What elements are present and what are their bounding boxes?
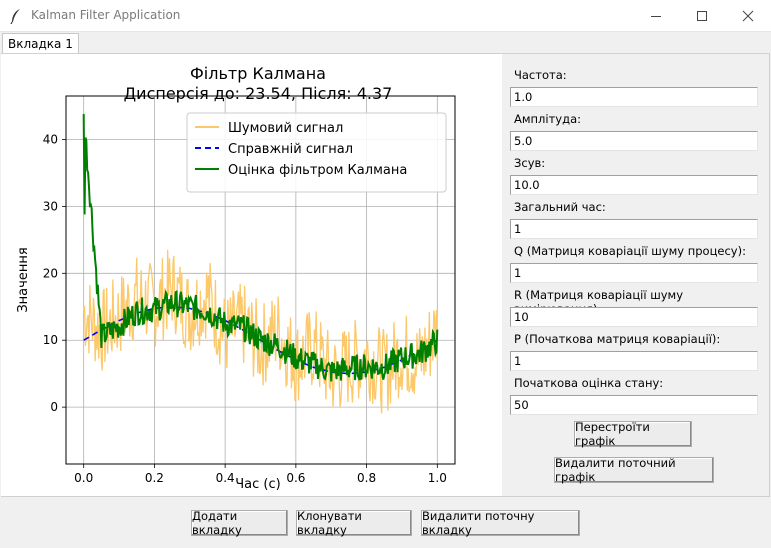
title-bar: Kalman Filter Application bbox=[0, 0, 771, 32]
close-icon bbox=[742, 10, 754, 22]
minimize-button[interactable] bbox=[633, 0, 679, 32]
x-tick-label: 0.0 bbox=[74, 471, 93, 485]
minimize-icon bbox=[651, 16, 661, 17]
kalman-chart: 0.0 0.2 0.4 0.6 0.8 1.0 0 10 20 30 40 Фільтр Калма… bbox=[16, 64, 456, 492]
initial-state-field[interactable]: 50 bbox=[510, 395, 758, 415]
y-tick-label: 20 bbox=[43, 266, 58, 280]
q-matrix-field[interactable]: 1 bbox=[510, 263, 758, 283]
legend-label: Оцінка фільтром Калмана bbox=[228, 163, 407, 178]
p-matrix-label: P (Початкова матриця коваріації): bbox=[514, 332, 721, 346]
feather-icon bbox=[10, 9, 20, 24]
maximize-icon bbox=[697, 11, 707, 21]
amplitude-label: Амплітуда: bbox=[514, 112, 581, 126]
x-axis-label: Час (с) bbox=[235, 477, 280, 492]
chart-title-line1: Фільтр Калмана bbox=[190, 64, 326, 83]
tab-1[interactable]: Вкладка 1 bbox=[2, 33, 79, 54]
clone-tab-button[interactable]: Клонувати вкладку bbox=[296, 509, 412, 537]
tab-strip: Вкладка 1 bbox=[0, 32, 771, 54]
close-button[interactable] bbox=[725, 0, 771, 32]
y-tick-label: 40 bbox=[43, 132, 58, 146]
frequency-label: Частота: bbox=[514, 68, 567, 82]
settings-panel: Частота: 1.0 Амплітуда: 5.0 Зсув: 10.0 З… bbox=[502, 54, 769, 496]
legend-box bbox=[186, 112, 447, 193]
bottom-toolbar: Додати вкладку Клонувати вкладку Видалит… bbox=[0, 497, 771, 548]
total-time-label: Загальний час: bbox=[514, 200, 606, 214]
amplitude-field[interactable]: 5.0 bbox=[510, 131, 758, 151]
plot-frame bbox=[65, 95, 456, 465]
rebuild-plot-button[interactable]: Перестроїти графік bbox=[574, 420, 692, 448]
delete-plot-button[interactable]: Видалити поточний графік bbox=[554, 456, 714, 484]
r-matrix-field[interactable]: 10 bbox=[510, 307, 758, 327]
frequency-field[interactable]: 1.0 bbox=[510, 87, 758, 107]
chart-title-line2: Дисперсія до: 23.54, Після: 4.37 bbox=[124, 84, 393, 103]
legend: Шумовий сигнал Справжній сигнал Оцінка філ… bbox=[186, 112, 447, 193]
q-matrix-label: Q (Матриця коваріації шуму процесу): bbox=[514, 244, 746, 258]
x-tick-label: 0.2 bbox=[145, 471, 164, 485]
plot-figure: 0.0 0.2 0.4 0.6 0.8 1.0 0 10 20 30 40 Фільтр Калма… bbox=[1, 54, 501, 496]
kalman-estimate-line bbox=[82, 114, 439, 382]
offset-field[interactable]: 10.0 bbox=[510, 175, 758, 195]
y-axis-label: Значення bbox=[16, 247, 31, 312]
x-tick-label: 0.6 bbox=[286, 471, 305, 485]
legend-label: Справжній сигнал bbox=[228, 142, 353, 157]
delete-tab-button[interactable]: Видалити поточну вкладку bbox=[421, 509, 580, 537]
x-tick-label: 0.8 bbox=[357, 471, 376, 485]
maximize-button[interactable] bbox=[679, 0, 725, 32]
legend-label: Шумовий сигнал bbox=[228, 121, 343, 136]
y-tick-label: 10 bbox=[43, 333, 58, 347]
y-tick-label: 0 bbox=[50, 400, 58, 414]
y-tick-label: 30 bbox=[43, 199, 58, 213]
p-matrix-field[interactable]: 1 bbox=[510, 351, 758, 371]
offset-label: Зсув: bbox=[514, 156, 546, 170]
initial-state-label: Початкова оцінка стану: bbox=[514, 376, 664, 390]
window-title: Kalman Filter Application bbox=[31, 8, 181, 22]
add-tab-button[interactable]: Додати вкладку bbox=[191, 509, 288, 537]
x-tick-label: 1.0 bbox=[428, 471, 447, 485]
x-tick-label: 0.4 bbox=[216, 471, 235, 485]
total-time-field[interactable]: 1 bbox=[510, 219, 758, 239]
